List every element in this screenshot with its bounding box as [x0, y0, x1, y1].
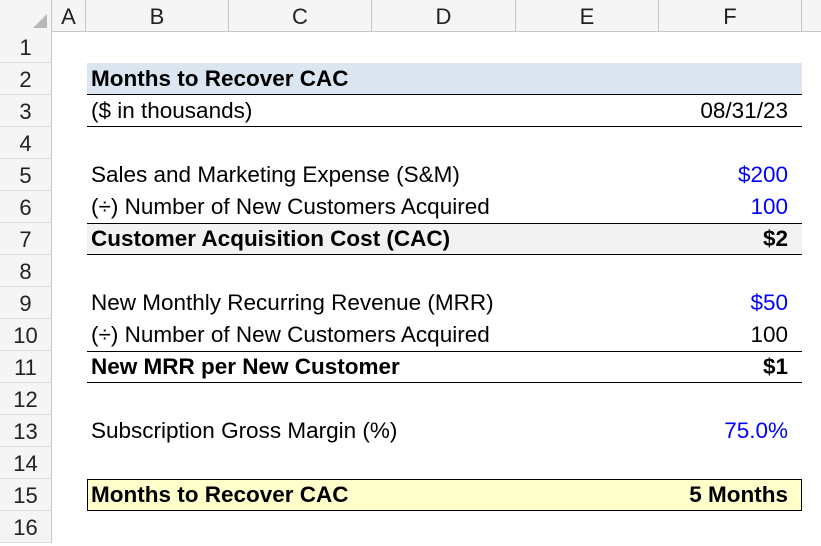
row-header-1[interactable]: 1	[0, 31, 52, 63]
customers-value-cell-2[interactable]: 100	[750, 322, 788, 347]
sm-value-cell[interactable]: $200	[737, 162, 788, 187]
mrr-label-cell[interactable]: New Monthly Recurring Revenue (MRR)	[91, 290, 494, 315]
column-header-d[interactable]: D	[372, 0, 516, 32]
select-all-button[interactable]	[0, 0, 52, 32]
row-header-9[interactable]: 9	[0, 287, 52, 319]
result-label-cell[interactable]: Months to Recover CAC	[91, 482, 349, 507]
result-band	[87, 479, 802, 511]
column-header-c[interactable]: C	[229, 0, 372, 32]
gross-margin-label-cell[interactable]: Subscription Gross Margin (%)	[91, 418, 398, 443]
row-header-10[interactable]: 10	[0, 319, 52, 351]
title-band	[87, 63, 802, 95]
model-title-cell[interactable]: Months to Recover CAC	[91, 66, 349, 91]
row-header-16[interactable]: 16	[0, 511, 52, 543]
result-value-cell[interactable]: 5 Months	[689, 482, 788, 507]
cac-total-band	[87, 223, 802, 255]
cac-label-cell[interactable]: Customer Acquisition Cost (CAC)	[91, 226, 451, 251]
units-cell[interactable]: ($ in thousands)	[91, 98, 253, 123]
cac-value-cell[interactable]: $2	[762, 226, 788, 251]
select-all-icon	[33, 14, 47, 28]
mrr-per-customer-label-cell[interactable]: New MRR per New Customer	[91, 354, 400, 379]
row-header-6[interactable]: 6	[0, 191, 52, 223]
column-header-a[interactable]: A	[52, 0, 86, 32]
row-header-11[interactable]: 11	[0, 351, 52, 383]
mrr-total-band	[87, 351, 802, 383]
row-header-14[interactable]: 14	[0, 447, 52, 479]
customers-label-cell-1[interactable]: (÷) Number of New Customers Acquired	[91, 194, 490, 219]
row-header-12[interactable]: 12	[0, 383, 52, 415]
customers-label-cell-2[interactable]: (÷) Number of New Customers Acquired	[91, 322, 490, 347]
column-header-e[interactable]: E	[516, 0, 659, 32]
row-header-5[interactable]: 5	[0, 159, 52, 191]
mrr-value-cell[interactable]: $50	[750, 290, 788, 315]
column-header-b[interactable]: B	[86, 0, 229, 32]
sm-label-cell[interactable]: Sales and Marketing Expense (S&M)	[91, 162, 460, 187]
row-header-13[interactable]: 13	[0, 415, 52, 447]
subtitle-band	[87, 95, 802, 127]
row-header-2[interactable]: 2	[0, 63, 52, 95]
row-header-15[interactable]: 15	[0, 479, 52, 511]
row-header-7[interactable]: 7	[0, 223, 52, 255]
row-header-4[interactable]: 4	[0, 127, 52, 159]
date-cell[interactable]: 08/31/23	[700, 98, 788, 123]
mrr-per-customer-value-cell[interactable]: $1	[762, 354, 788, 379]
row-header-8[interactable]: 8	[0, 255, 52, 287]
row-header-3[interactable]: 3	[0, 95, 52, 127]
gross-margin-value-cell[interactable]: 75.0%	[724, 418, 788, 443]
column-header-f[interactable]: F	[659, 0, 802, 32]
customers-value-cell-1[interactable]: 100	[750, 194, 788, 219]
column-header-bar	[0, 0, 821, 32]
